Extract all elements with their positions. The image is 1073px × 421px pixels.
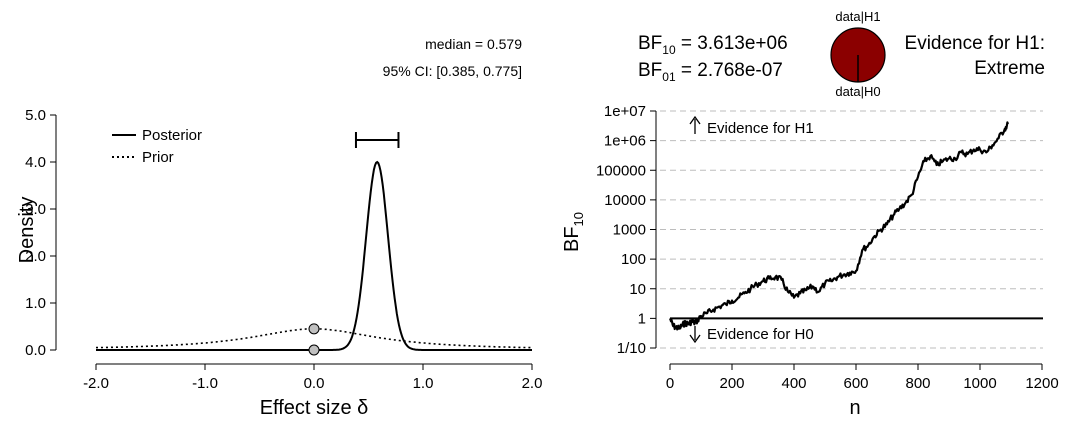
left-y-tick-label: 5.0: [25, 107, 46, 124]
right-y-tick-label: 1000: [613, 222, 646, 239]
left-y-tick-label: 0.0: [25, 342, 46, 359]
evidence-h1-arrow: [689, 115, 701, 134]
left-x-tick-label: -2.0: [83, 375, 109, 392]
legend-posterior-label: Posterior: [142, 127, 202, 144]
right-x-tick-label: 200: [719, 375, 744, 392]
right-x-axis-label: n: [849, 397, 860, 419]
posterior-density-chart: median = 0.579 95% CI: [0.385, 0.775] 0.…: [16, 36, 542, 419]
right-x-tick-label: 400: [781, 375, 806, 392]
evidence-h1-annotation: Evidence for H1: [707, 120, 814, 137]
bf-sequential-line: [668, 121, 1009, 331]
right-x-tick-label: 1200: [1025, 375, 1058, 392]
right-y-tick-label: 1: [638, 310, 646, 327]
right-x-tick-label: 0: [666, 375, 674, 392]
evidence-category-line2: Extreme: [974, 58, 1045, 79]
right-x-tick-label: 1000: [963, 375, 996, 392]
median-label: median = 0.579: [425, 36, 522, 52]
bf01-readout: BF01 = 2.768e-07: [638, 60, 783, 84]
left-y-tick-label: 1.0: [25, 295, 46, 312]
left-x-ticks: -2.0 -1.0 0.0 1.0 2.0: [83, 364, 542, 392]
left-x-tick-label: 0.0: [304, 375, 325, 392]
right-y-tick-label: 100: [621, 251, 646, 268]
right-y-tick-label: 1/10: [617, 340, 646, 357]
right-y-axis-label: BF10: [561, 212, 586, 252]
density-point: [308, 323, 320, 335]
evidence-h0-arrow: [689, 326, 701, 344]
ci-label: 95% CI: [0.385, 0.775]: [383, 63, 522, 79]
right-y-ticks: 1/10 1 10 100 1000 10000 100000 1e+06 1e+07: [596, 103, 656, 357]
left-y-ticks: 0.0 1.0 2.0 3.0 4.0 5.0: [25, 107, 56, 359]
pie-bottom-label: data|H0: [835, 84, 880, 99]
density-point: [308, 344, 320, 356]
left-y-tick-label: 4.0: [25, 154, 46, 171]
legend-prior-label: Prior: [142, 149, 174, 166]
evidence-h0-annotation: Evidence for H0: [707, 326, 814, 343]
right-y-tick-label: 100000: [596, 162, 646, 179]
right-y-tick-label: 10: [629, 281, 646, 298]
bf10-readout: BF10 = 3.613e+06: [638, 33, 788, 57]
right-grid-lines: [660, 110, 1043, 349]
left-x-axis-label: Effect size δ: [260, 397, 369, 419]
left-y-tick-label: 3.0: [25, 201, 46, 218]
right-y-tick-label: 10000: [604, 192, 646, 209]
density-points: [308, 323, 320, 356]
evidence-category-line1: Evidence for H1:: [905, 33, 1045, 54]
right-x-tick-label: 600: [843, 375, 868, 392]
left-x-tick-label: 1.0: [413, 375, 434, 392]
pie-top-label: data|H1: [835, 9, 880, 24]
prior-curve: [96, 328, 532, 349]
credible-interval-bar: [354, 132, 400, 148]
left-x-tick-label: 2.0: [522, 375, 543, 392]
right-y-tick-label: 1e+07: [604, 103, 646, 120]
sequential-bf-chart: BF10 = 3.613e+06 BF01 = 2.768e-07 data|H…: [561, 9, 1059, 419]
left-y-tick-label: 2.0: [25, 248, 46, 265]
right-y-tick-label: 1e+06: [604, 133, 646, 150]
right-x-tick-label: 800: [905, 375, 930, 392]
left-x-tick-label: -1.0: [192, 375, 218, 392]
left-y-axis-label: Density: [16, 197, 38, 264]
posterior-curve: [96, 160, 532, 351]
right-x-ticks: 0 200 400 600 800 1000 1200: [666, 364, 1059, 392]
